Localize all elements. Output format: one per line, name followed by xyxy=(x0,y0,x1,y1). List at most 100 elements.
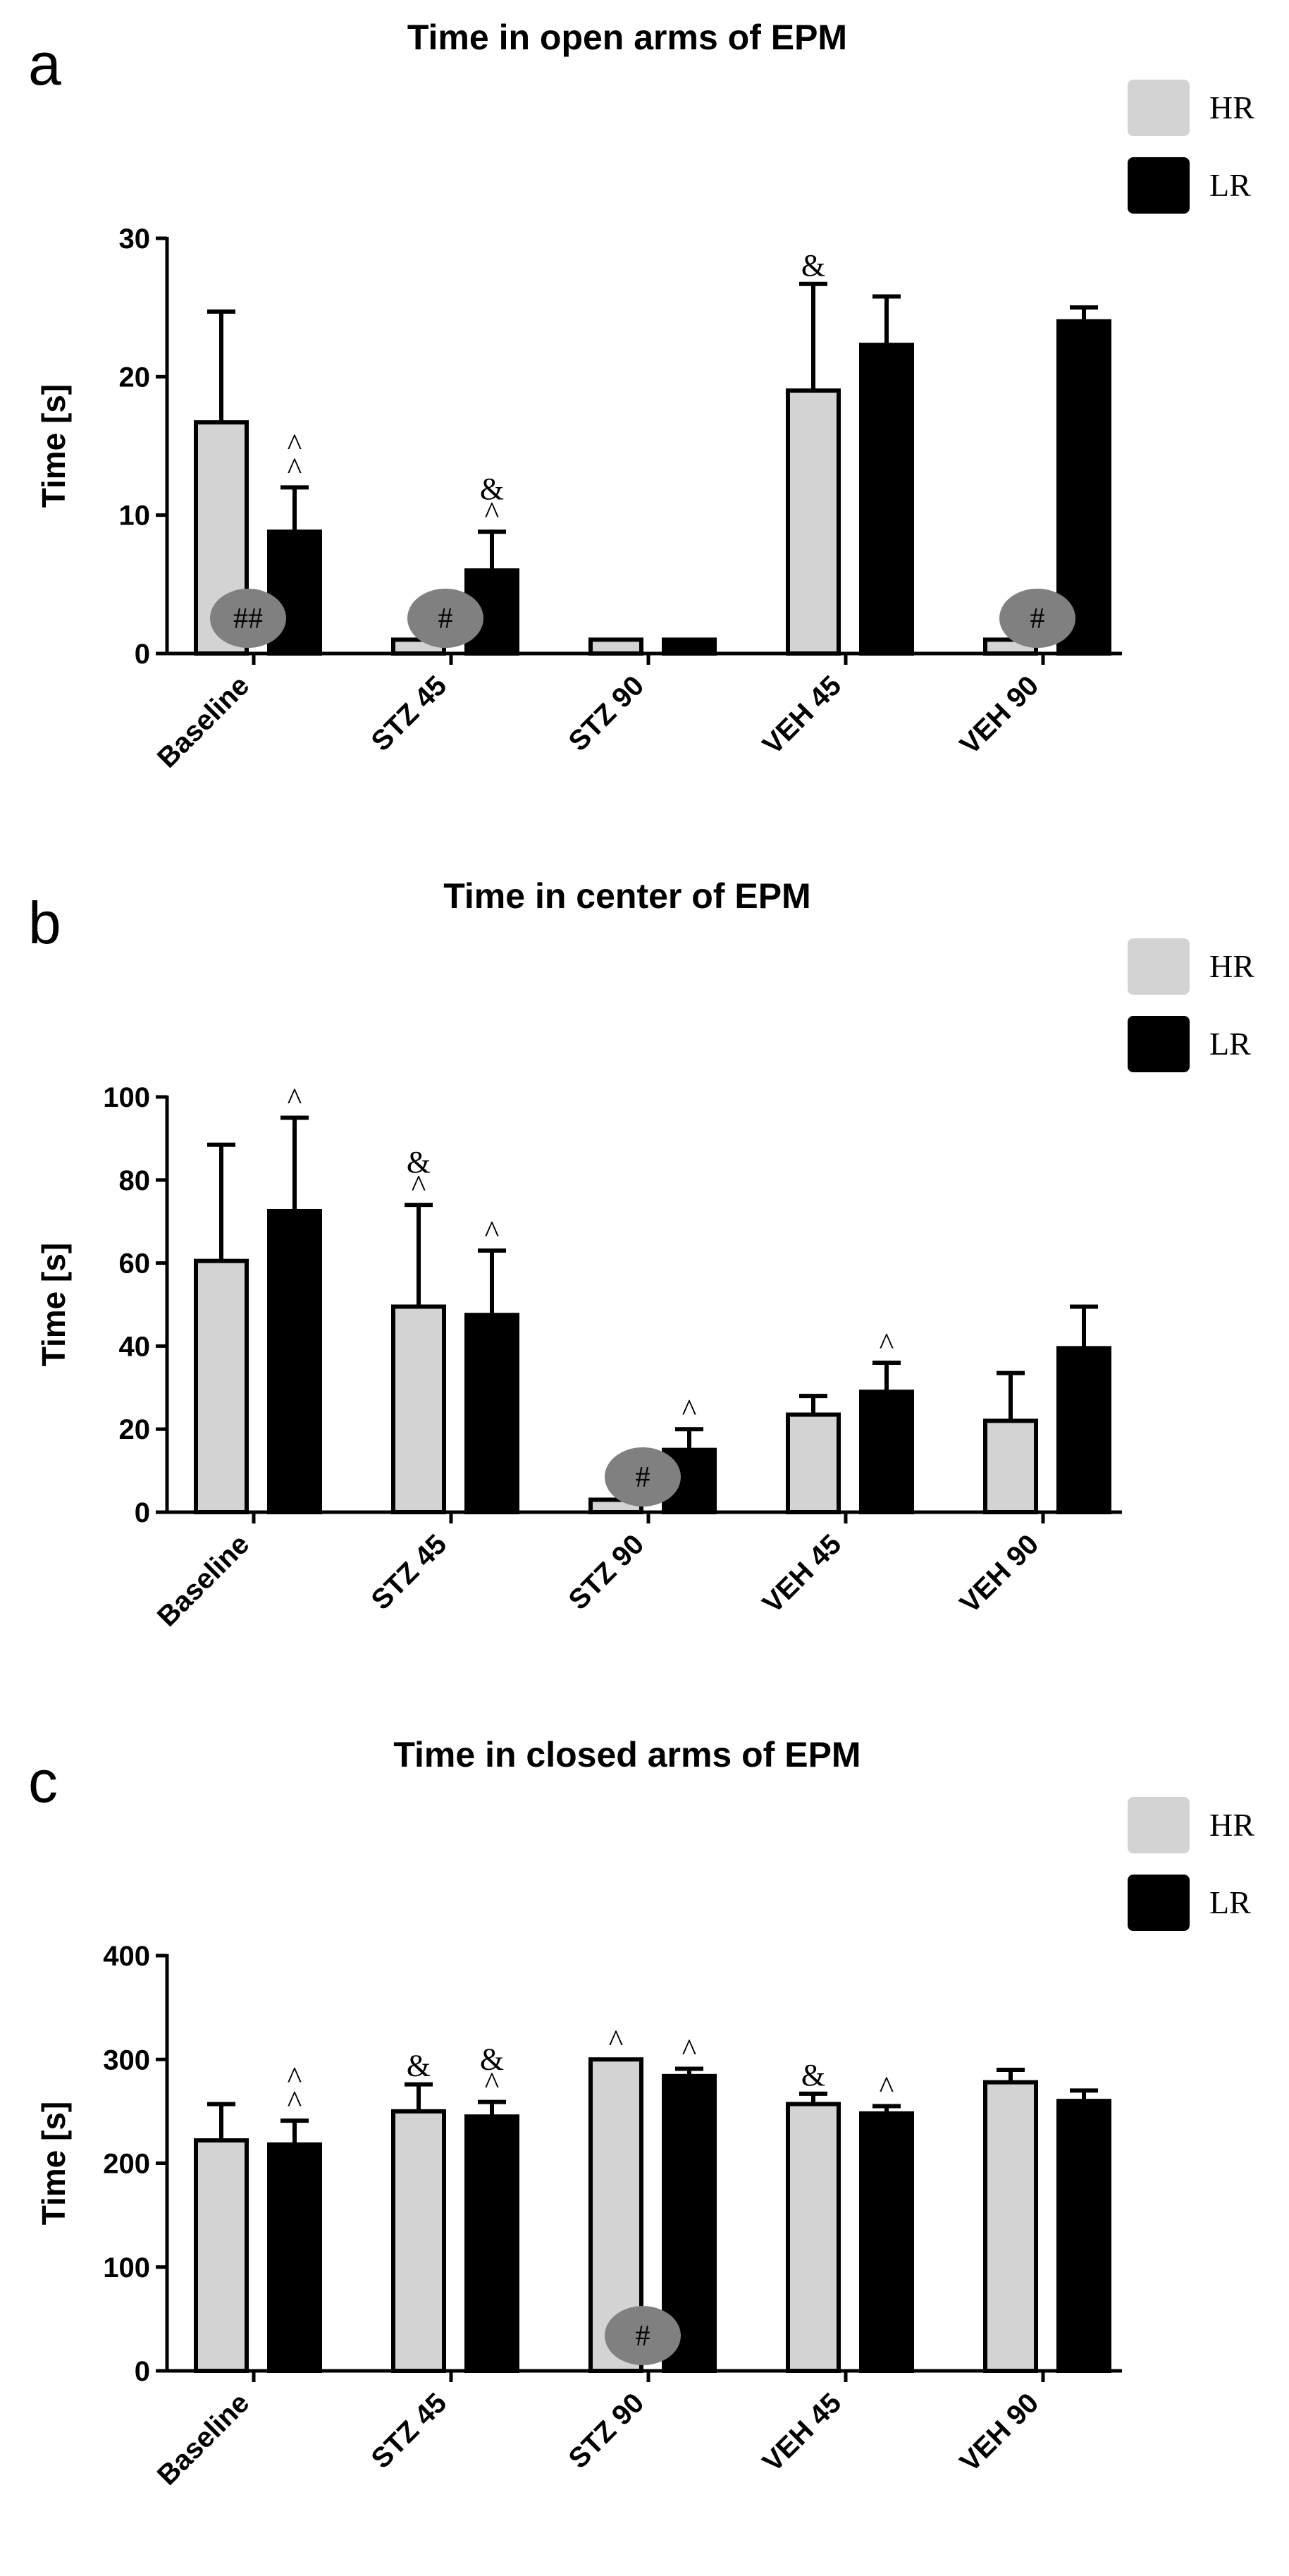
x-tick-label: STZ 90 xyxy=(563,1528,650,1616)
legend-label-hr: HR xyxy=(1209,1807,1254,1843)
y-axis-label: Time [s] xyxy=(35,2102,72,2226)
bar-lr xyxy=(662,637,717,656)
chart-title: Time in center of EPM xyxy=(443,876,810,916)
chart-title: Time in closed arms of EPM xyxy=(393,1735,861,1774)
x-tick-label: VEH 45 xyxy=(757,2387,848,2478)
annotation-blob-label: # xyxy=(636,2320,650,2353)
x-tick-label: STZ 90 xyxy=(563,670,650,757)
significance-mark: ^ xyxy=(880,1327,894,1361)
bar-lr xyxy=(464,2114,519,2373)
bar-lr xyxy=(859,343,914,656)
y-tick-label: 0 xyxy=(135,1497,150,1528)
chart-panel-c: c Time in closed arms of EPM HR LR 0 100 200 30… xyxy=(0,1717,1289,2576)
annotation-blob-label: ## xyxy=(233,603,263,635)
significance-mark: & xyxy=(801,2058,825,2092)
bar-hr xyxy=(786,1412,841,1515)
x-tick-label: STZ 45 xyxy=(366,2387,453,2474)
legend-label-lr: LR xyxy=(1209,1026,1251,1062)
significance-mark: & xyxy=(480,2042,504,2077)
bar-lr xyxy=(267,2142,322,2373)
significance-mark: & xyxy=(407,1145,431,1179)
legend-label-lr: LR xyxy=(1209,1884,1251,1920)
bar-hr xyxy=(391,1304,446,1514)
bar-lr xyxy=(859,2111,914,2373)
x-tick-label: STZ 45 xyxy=(366,1528,453,1616)
chart-title: Time in open arms of EPM xyxy=(407,18,847,57)
significance-mark: ^ xyxy=(288,2085,302,2119)
significance-mark: ^ xyxy=(485,2066,500,2101)
significance-mark: ^ xyxy=(288,1081,302,1116)
bar-lr xyxy=(464,1313,519,1514)
y-tick-label: 20 xyxy=(119,1414,151,1445)
bar-hr xyxy=(588,637,643,656)
chart-svg-b: b Time in center of EPM HR LR 0 20 40 60 80 100 Ti… xyxy=(28,876,1254,1633)
bar-lr xyxy=(267,1208,322,1514)
x-tick-label: VEH 45 xyxy=(757,670,848,761)
x-tick-label: VEH 45 xyxy=(757,1528,848,1619)
bar-lr xyxy=(1056,1346,1111,1514)
y-tick-label: 20 xyxy=(119,362,151,393)
significance-mark: ^ xyxy=(880,2071,894,2105)
x-tick-label: Baseline xyxy=(152,1528,255,1632)
significance-mark: ^ xyxy=(288,2061,302,2095)
annotation-blob-label: # xyxy=(438,603,453,635)
legend-swatch-lr xyxy=(1128,1016,1190,1072)
y-tick-label: 0 xyxy=(135,639,150,670)
y-tick-label: 100 xyxy=(103,1082,150,1113)
x-tick-label: VEH 90 xyxy=(954,1528,1045,1619)
annotation-blob xyxy=(999,589,1075,648)
significance-mark: & xyxy=(407,2049,431,2083)
y-tick-label: 0 xyxy=(135,2356,150,2387)
legend-swatch-lr xyxy=(1128,1875,1190,1931)
x-tick-label: Baseline xyxy=(152,670,255,773)
bar-lr xyxy=(267,529,322,656)
bar-hr xyxy=(194,2138,249,2373)
legend-label-hr: HR xyxy=(1209,90,1254,125)
legend-swatch-hr xyxy=(1128,1797,1190,1853)
significance-mark: ^ xyxy=(288,427,302,462)
x-tick-label: STZ 90 xyxy=(563,2387,650,2474)
legend-swatch-hr xyxy=(1128,80,1190,136)
legend-swatch-hr xyxy=(1128,938,1190,995)
bar-hr xyxy=(983,2080,1038,2374)
chart-svg-c: c Time in closed arms of EPM HR LR 0 100 200 30… xyxy=(28,1735,1254,2491)
significance-mark: ^ xyxy=(485,1215,500,1249)
annotation-blob xyxy=(210,589,286,648)
significance-mark: ^ xyxy=(288,451,302,486)
bar-lr xyxy=(1056,319,1111,656)
significance-mark: ^ xyxy=(682,2033,697,2068)
y-tick-label: 40 xyxy=(119,1331,151,1362)
y-tick-label: 100 xyxy=(103,2252,150,2283)
x-tick-label: VEH 90 xyxy=(954,670,1045,761)
panel-letter: c xyxy=(28,1748,58,1815)
significance-mark: & xyxy=(480,472,504,506)
x-tick-label: Baseline xyxy=(152,2387,255,2491)
significance-mark: & xyxy=(801,248,825,283)
y-axis-label: Time [s] xyxy=(35,1243,72,1367)
bar-hr xyxy=(786,2102,841,2373)
y-tick-label: 30 xyxy=(119,223,151,254)
y-tick-label: 200 xyxy=(103,2149,150,2180)
y-tick-label: 60 xyxy=(119,1249,151,1280)
annotation-blob-label: # xyxy=(1030,603,1045,635)
bar-lr xyxy=(859,1390,914,1514)
y-tick-label: 10 xyxy=(119,501,151,532)
y-tick-label: 400 xyxy=(103,1941,150,1972)
bar-hr xyxy=(786,388,841,656)
annotation-blob xyxy=(605,1447,681,1507)
annotation-blob-label: # xyxy=(636,1461,650,1494)
bar-lr xyxy=(1056,2099,1111,2374)
annotation-blob xyxy=(407,589,483,648)
chart-panel-a: a Time in open arms of EPM HR LR 0 10 20 30 Time… xyxy=(0,0,1289,859)
panel-letter: b xyxy=(28,890,61,956)
legend-label-lr: LR xyxy=(1209,167,1251,203)
bar-hr xyxy=(391,2109,446,2373)
y-tick-label: 80 xyxy=(119,1165,151,1196)
significance-mark: ^ xyxy=(682,1393,697,1428)
significance-mark: ^ xyxy=(412,1169,426,1203)
bar-hr xyxy=(983,1418,1038,1514)
annotation-blob xyxy=(605,2306,681,2365)
significance-mark: ^ xyxy=(485,496,500,530)
panel-letter: a xyxy=(28,31,61,97)
legend-swatch-lr xyxy=(1128,157,1190,214)
